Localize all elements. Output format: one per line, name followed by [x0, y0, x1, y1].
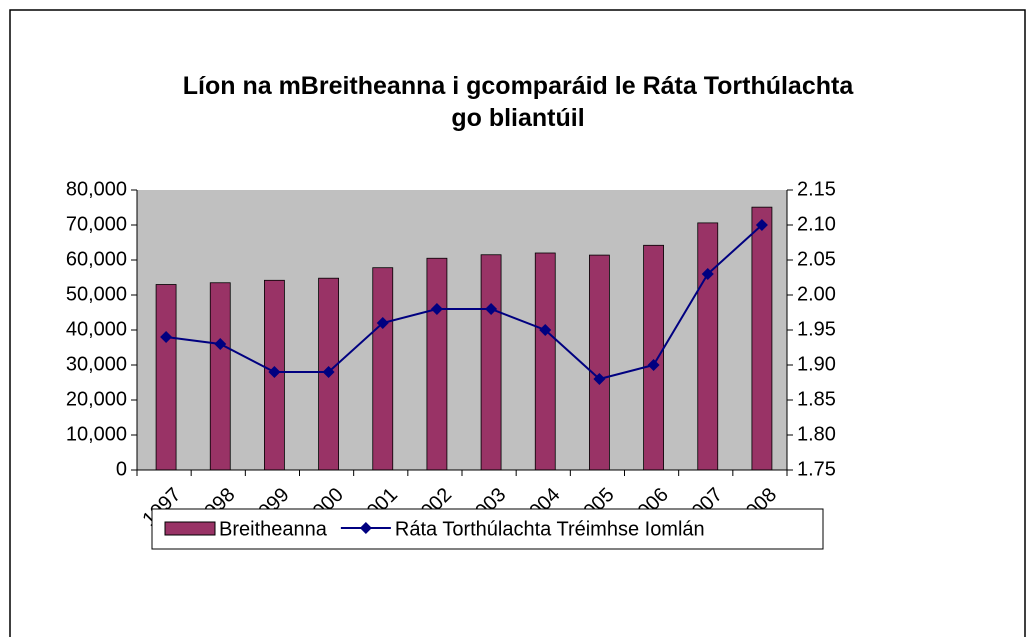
- marker: [593, 373, 606, 385]
- y2-tick-label: 2.00: [797, 283, 836, 305]
- legend-marker: [359, 522, 372, 534]
- marker: [539, 324, 552, 336]
- y2-tick-label: 1.85: [797, 388, 836, 410]
- marker: [430, 303, 443, 315]
- bar: [697, 222, 719, 471]
- y2-tick-label: 1.95: [797, 318, 836, 340]
- y2-tick-label: 2.15: [797, 178, 836, 200]
- y-tick-label: 80,000: [66, 178, 127, 200]
- y-tick-label: 0: [116, 458, 127, 480]
- legend-label: Ráta Torthúlachta Tréimhse Iomlán: [395, 518, 705, 540]
- y-tick-label: 40,000: [66, 318, 127, 340]
- y2-tick-label: 2.10: [797, 213, 836, 235]
- bar: [589, 254, 610, 471]
- bar: [534, 252, 556, 471]
- y-tick-label: 70,000: [66, 213, 127, 235]
- bar: [155, 284, 177, 471]
- y-tick-label: 50,000: [66, 283, 127, 305]
- plot-area: [137, 190, 787, 470]
- bar: [426, 257, 448, 471]
- bar: [643, 244, 664, 471]
- y2-tick-label: 2.05: [797, 248, 836, 270]
- marker: [647, 359, 660, 371]
- legend-swatch: [164, 521, 216, 536]
- line: [165, 224, 763, 381]
- y2-tick-label: 1.90: [797, 353, 836, 375]
- marker: [322, 366, 335, 378]
- bar: [209, 282, 231, 471]
- bar: [480, 254, 502, 471]
- bar: [751, 206, 773, 471]
- legend-box: [151, 508, 824, 550]
- marker: [376, 317, 389, 329]
- marker: [485, 303, 498, 315]
- y-tick-label: 10,000: [66, 423, 127, 445]
- y-tick-label: 20,000: [66, 388, 127, 410]
- marker: [268, 366, 281, 378]
- marker: [214, 338, 227, 350]
- marker: [701, 268, 714, 280]
- marker: [755, 219, 768, 231]
- bar: [372, 267, 394, 471]
- y-tick-label: 30,000: [66, 353, 127, 375]
- y2-tick-label: 1.75: [797, 458, 836, 480]
- marker: [160, 331, 173, 343]
- y-tick-label: 60,000: [66, 248, 127, 270]
- legend-label: Breitheanna: [219, 518, 328, 540]
- y2-tick-label: 1.80: [797, 423, 836, 445]
- chart-title: Líon na mBreitheanna i gcomparáid le Rát…: [182, 72, 854, 132]
